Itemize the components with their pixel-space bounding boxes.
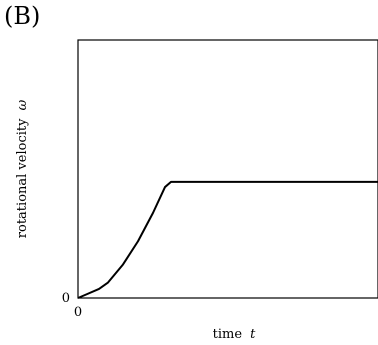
y-axis-title-symbol: ω [15,99,30,110]
series-layer [77,180,378,299]
series-line-0 [77,180,378,299]
x-axis-title-text: time [213,327,243,342]
y-tick-label-0: 0 [62,291,70,306]
y-axis-title: rotational velocity ω [15,99,30,238]
y-axis-title-text: rotational velocity [15,118,30,238]
plot-frame [77,39,378,299]
x-tick-label-0: 0 [74,305,82,320]
panel-label: (B) [4,2,41,30]
x-axis-title: time t [213,327,257,342]
x-axis-title-symbol: t [250,327,256,342]
